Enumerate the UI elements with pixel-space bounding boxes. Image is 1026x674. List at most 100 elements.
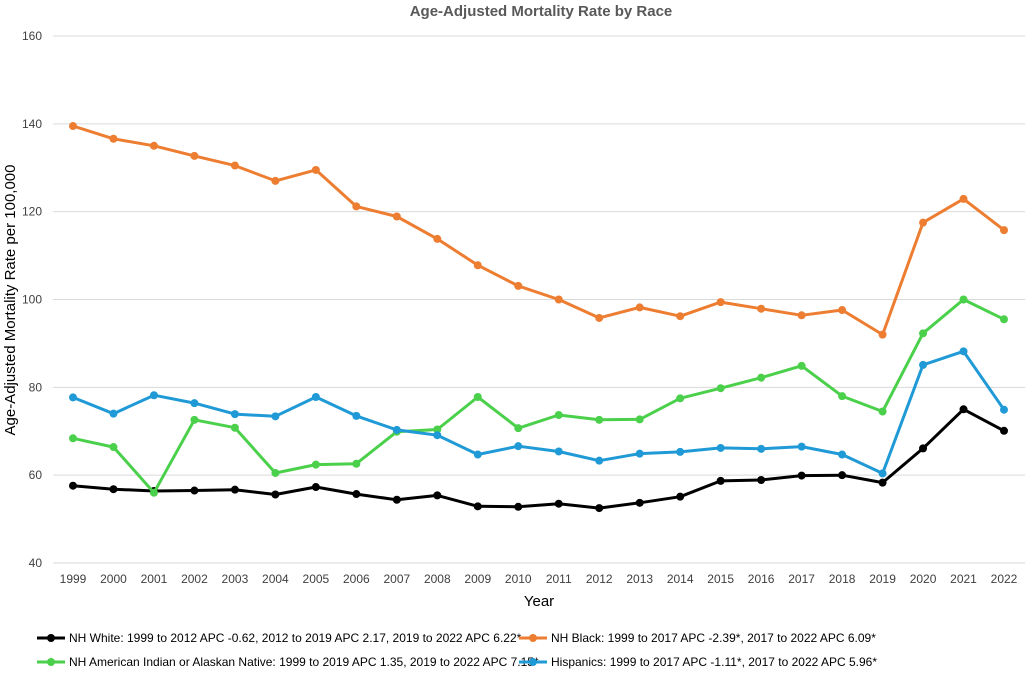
data-point — [1000, 226, 1008, 235]
x-tick-label: 2009 — [464, 572, 491, 586]
series-line-3 — [72, 349, 1006, 475]
x-tick-label: 2003 — [222, 572, 249, 586]
data-point — [919, 360, 928, 369]
data-point — [919, 218, 928, 227]
legend-swatch-marker — [47, 658, 55, 666]
data-point — [595, 456, 604, 465]
x-tick-label: 2012 — [586, 572, 613, 586]
legend-item-1: NH Black: 1999 to 2017 APC -2.39*, 2017 … — [519, 631, 876, 645]
data-point — [190, 399, 199, 408]
legend-label: Hispanics: 1999 to 2017 APC -1.11*, 2017… — [551, 655, 877, 669]
legend-swatch-marker — [529, 634, 537, 642]
data-point — [595, 313, 604, 322]
data-point — [878, 407, 887, 416]
x-tick-label: 2014 — [667, 572, 694, 586]
data-point — [311, 392, 320, 401]
x-tick-label: 2002 — [181, 572, 208, 586]
data-point — [635, 303, 644, 312]
legend: NH White: 1999 to 2012 APC -0.62, 2012 t… — [37, 631, 877, 669]
x-tick-label: 2008 — [424, 572, 451, 586]
data-point — [838, 392, 847, 401]
data-point — [878, 469, 887, 478]
x-tick-label: 2011 — [546, 572, 572, 586]
data-point — [352, 490, 361, 499]
data-point — [392, 212, 401, 221]
data-point — [635, 415, 644, 424]
data-point — [149, 488, 158, 497]
data-point — [109, 409, 118, 418]
y-axis-ticks: 40 60 80 100 120 140 160 — [22, 29, 42, 570]
legend-item-0: NH White: 1999 to 2012 APC -0.62, 2012 t… — [37, 631, 522, 645]
data-point — [716, 443, 725, 452]
series-1 — [69, 122, 1008, 339]
data-point — [473, 392, 482, 401]
data-point — [352, 411, 361, 420]
data-point — [595, 415, 604, 424]
data-point — [838, 306, 847, 315]
data-point — [838, 471, 847, 480]
series-line-0 — [72, 407, 1005, 510]
data-point — [311, 165, 320, 174]
data-point — [473, 450, 482, 459]
x-axis-title: Year — [524, 593, 554, 610]
data-point — [352, 459, 361, 468]
data-point — [757, 373, 766, 382]
data-point — [797, 471, 806, 480]
data-point — [878, 478, 887, 487]
data-point — [271, 176, 280, 185]
data-point — [352, 202, 361, 211]
series-3 — [69, 347, 1008, 478]
data-point — [473, 502, 482, 511]
x-tick-label: 2019 — [869, 572, 896, 586]
data-point — [1000, 405, 1008, 414]
series-group — [69, 122, 1008, 513]
data-point — [554, 411, 563, 420]
x-tick-label: 2022 — [991, 572, 1018, 586]
legend-swatch-marker — [529, 658, 537, 666]
data-point — [554, 499, 563, 508]
data-point — [919, 444, 928, 453]
data-point — [959, 295, 968, 304]
x-tick-label: 2016 — [748, 572, 775, 586]
data-point — [190, 151, 199, 160]
data-point — [919, 329, 928, 338]
legend-label: NH Black: 1999 to 2017 APC -2.39*, 2017 … — [551, 631, 876, 645]
legend-item-3: Hispanics: 1999 to 2017 APC -1.11*, 2017… — [519, 655, 877, 669]
data-point — [473, 261, 482, 270]
data-point — [1000, 315, 1008, 324]
data-point — [757, 475, 766, 484]
data-point — [271, 412, 280, 421]
data-point — [878, 330, 887, 339]
x-tick-label: 2018 — [829, 572, 856, 586]
data-point — [433, 234, 442, 243]
x-tick-label: 2013 — [626, 572, 653, 586]
data-point — [514, 281, 523, 290]
data-point — [311, 483, 320, 492]
data-point — [514, 502, 523, 511]
data-point — [514, 442, 523, 451]
data-point — [190, 415, 199, 424]
series-2 — [69, 295, 1008, 497]
data-point — [676, 394, 685, 403]
x-tick-label: 2006 — [343, 572, 370, 586]
legend-swatch-marker — [47, 634, 55, 642]
legend-label: NH American Indian or Alaskan Native: 19… — [69, 655, 539, 669]
x-tick-label: 2021 — [950, 572, 977, 586]
data-point — [433, 491, 442, 500]
x-tick-label: 2007 — [383, 572, 410, 586]
data-point — [757, 444, 766, 453]
data-point — [757, 304, 766, 313]
x-tick-label: 2001 — [141, 572, 168, 586]
data-point — [433, 425, 442, 434]
data-point — [554, 295, 563, 304]
chart-title: Age-Adjusted Mortality Rate by Race — [410, 3, 673, 20]
y-tick-label: 140 — [22, 117, 42, 131]
y-tick-label: 100 — [22, 293, 42, 307]
series-line-1 — [72, 124, 1005, 337]
data-point — [69, 122, 77, 131]
y-tick-label: 60 — [29, 468, 43, 482]
x-tick-label: 2004 — [262, 572, 289, 586]
data-point — [433, 431, 442, 440]
data-point — [230, 410, 239, 419]
data-point — [271, 468, 280, 477]
